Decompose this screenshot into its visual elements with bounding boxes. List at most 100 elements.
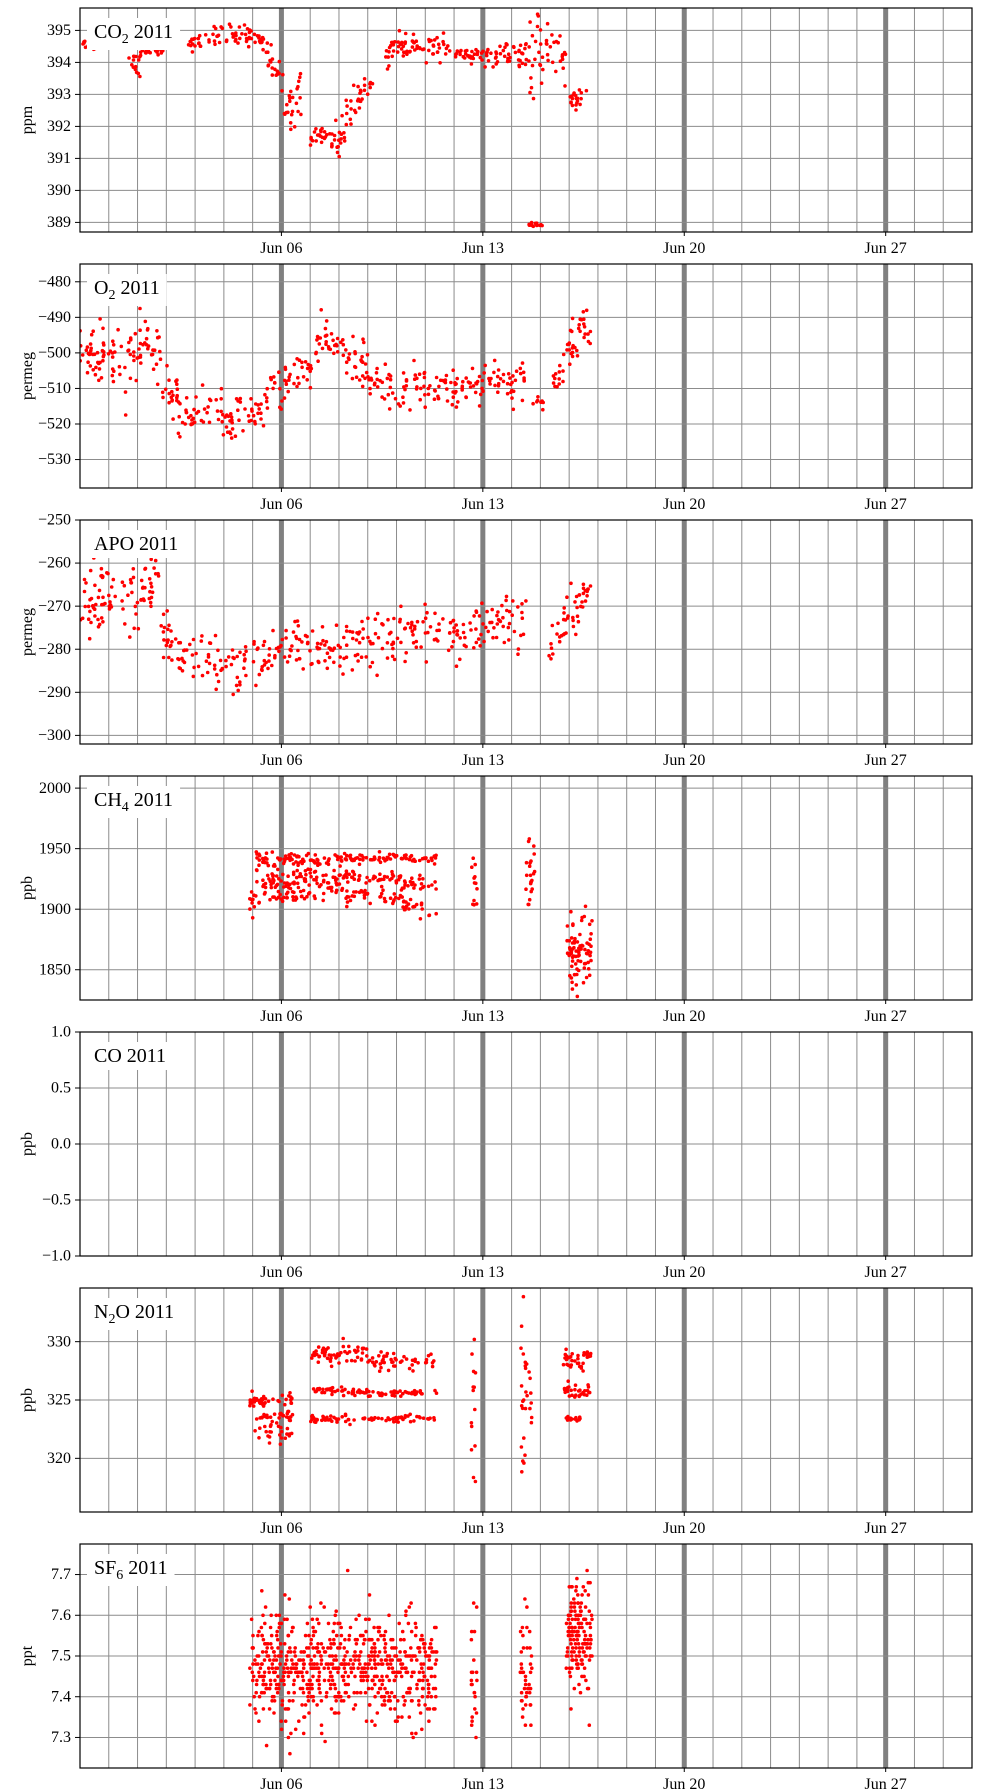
data-point [415, 619, 420, 624]
data-point [123, 622, 127, 626]
data-point [342, 139, 347, 143]
data-point [279, 1650, 284, 1654]
data-point [572, 1637, 576, 1642]
data-point [251, 1674, 256, 1679]
data-point [583, 599, 588, 603]
data-point [120, 580, 125, 584]
data-point [569, 1388, 573, 1393]
data-point [380, 646, 385, 651]
data-point [314, 1389, 319, 1393]
data-point [163, 387, 168, 392]
data-point [388, 896, 393, 900]
data-point [507, 59, 512, 63]
data-point [506, 56, 510, 61]
data-point [277, 877, 281, 881]
data-point [138, 74, 142, 79]
data-point [143, 319, 148, 324]
data-point [276, 1654, 281, 1658]
data-point [139, 361, 143, 365]
data-point [326, 1621, 331, 1626]
data-point [343, 1349, 347, 1354]
data-point [424, 1654, 428, 1658]
data-point [283, 854, 288, 858]
data-point [368, 85, 373, 90]
data-point [323, 659, 327, 663]
data-point [330, 144, 334, 149]
data-point [520, 1406, 525, 1411]
data-point [309, 135, 313, 140]
data-point [289, 89, 293, 94]
data-point [167, 400, 171, 405]
data-point [213, 633, 218, 638]
data-point [356, 878, 361, 882]
data-point [523, 1674, 528, 1679]
data-point [370, 660, 375, 665]
data-point [438, 378, 443, 383]
data-point [242, 652, 246, 657]
data-point [286, 1650, 291, 1654]
data-point [404, 379, 409, 383]
x-tick-label: Jun 27 [865, 496, 907, 513]
data-point [128, 635, 132, 639]
data-point [379, 1694, 384, 1699]
data-point [263, 885, 268, 890]
data-point [426, 884, 431, 889]
data-point [339, 1625, 344, 1630]
data-point [108, 349, 113, 354]
data-point [127, 340, 131, 345]
data-point [570, 1617, 575, 1622]
data-point [520, 610, 524, 615]
data-point [418, 917, 423, 921]
data-point [373, 1666, 378, 1670]
data-point [244, 39, 249, 44]
data-point [474, 1735, 478, 1740]
data-point [519, 1346, 523, 1350]
data-point [535, 12, 540, 16]
data-point [375, 366, 379, 371]
data-point [315, 1666, 319, 1670]
data-point [261, 1678, 266, 1683]
data-point [432, 1359, 436, 1363]
data-point [519, 1445, 524, 1449]
data-point [419, 1662, 424, 1666]
data-point [238, 650, 242, 655]
data-point [249, 418, 253, 423]
data-point [356, 84, 360, 89]
data-point [498, 619, 503, 624]
data-point [584, 1678, 588, 1683]
data-point [570, 1358, 574, 1363]
data-point [527, 1629, 532, 1634]
data-point [309, 874, 313, 879]
data-point [126, 348, 131, 353]
data-point [139, 578, 144, 583]
data-point [529, 1391, 533, 1395]
data-point [537, 50, 541, 55]
data-point [166, 638, 170, 642]
data-point [252, 1400, 257, 1404]
data-point [345, 104, 349, 108]
data-point [351, 1666, 356, 1670]
data-point [344, 111, 349, 116]
data-point [270, 850, 275, 854]
data-point [352, 877, 357, 881]
data-point [341, 876, 346, 880]
data-point [469, 1629, 474, 1634]
data-point [368, 386, 372, 391]
data-point [265, 396, 269, 400]
data-point [219, 668, 223, 673]
data-point [394, 881, 399, 885]
data-point [260, 1402, 265, 1406]
data-point [564, 631, 568, 635]
data-point [192, 665, 196, 670]
data-point [155, 382, 160, 387]
data-point [474, 640, 479, 645]
data-point [333, 1711, 338, 1715]
data-point [494, 51, 499, 56]
data-point [259, 411, 263, 416]
data-point [373, 1723, 377, 1727]
data-point [580, 605, 585, 609]
data-point [171, 417, 175, 421]
data-point [307, 1711, 311, 1715]
data-point [400, 857, 405, 861]
